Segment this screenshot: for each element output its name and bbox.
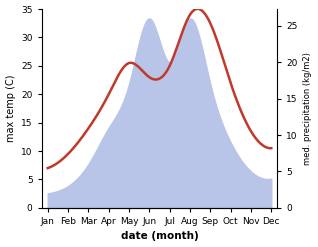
X-axis label: date (month): date (month) bbox=[121, 231, 198, 242]
Y-axis label: max temp (C): max temp (C) bbox=[5, 75, 16, 142]
Y-axis label: med. precipitation (kg/m2): med. precipitation (kg/m2) bbox=[303, 52, 313, 165]
